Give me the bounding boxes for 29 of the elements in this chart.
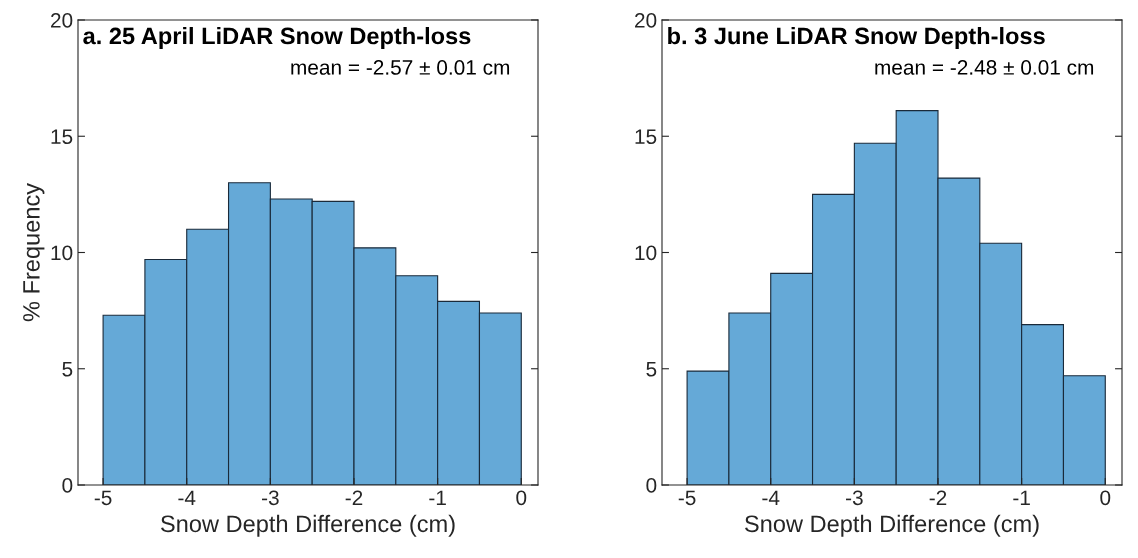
x-tick-label: -5 <box>678 490 696 506</box>
y-tick-label: 20 <box>635 13 657 28</box>
y-tick-label: 0 <box>62 478 73 493</box>
x-tick-label: -2 <box>345 490 363 505</box>
annotation: mean = -2.48 ± 0.01 cm <box>875 60 1094 75</box>
chart-title: a. 25 April LiDAR Snow Depth-loss <box>83 26 471 49</box>
x-tick-label: -1 <box>429 490 446 505</box>
y-tick-label: 0 <box>646 478 657 493</box>
x-tick-label: -3 <box>846 490 863 506</box>
x-tick-label: -3 <box>262 490 279 506</box>
x-tick-label: 0 <box>1100 490 1111 506</box>
y-tick-label: 20 <box>51 13 73 28</box>
y-tick-label: 10 <box>51 245 73 261</box>
x-tick-label: -2 <box>929 490 947 505</box>
x-tick-label: -4 <box>762 490 780 505</box>
x-tick-label: -5 <box>94 490 112 506</box>
y-tick-label: 10 <box>635 245 657 261</box>
annotation: mean = -2.57 ± 0.01 cm <box>291 60 510 75</box>
x-tick-label: -1 <box>1013 490 1030 505</box>
y-tick-label: 5 <box>62 361 73 377</box>
y-tick-label: 15 <box>635 129 657 144</box>
chart-title: b. 3 June LiDAR Snow Depth-loss <box>668 26 1045 49</box>
y-tick-label: 5 <box>646 361 657 377</box>
x-axis-title: Snow Depth Difference (cm) <box>745 514 1039 537</box>
x-tick-label: 0 <box>516 490 527 506</box>
y-axis-title: % Frequency <box>23 182 45 322</box>
x-axis-title: Snow Depth Difference (cm) <box>161 514 455 537</box>
x-tick-label: -4 <box>178 490 196 505</box>
y-tick-label: 15 <box>51 129 73 144</box>
